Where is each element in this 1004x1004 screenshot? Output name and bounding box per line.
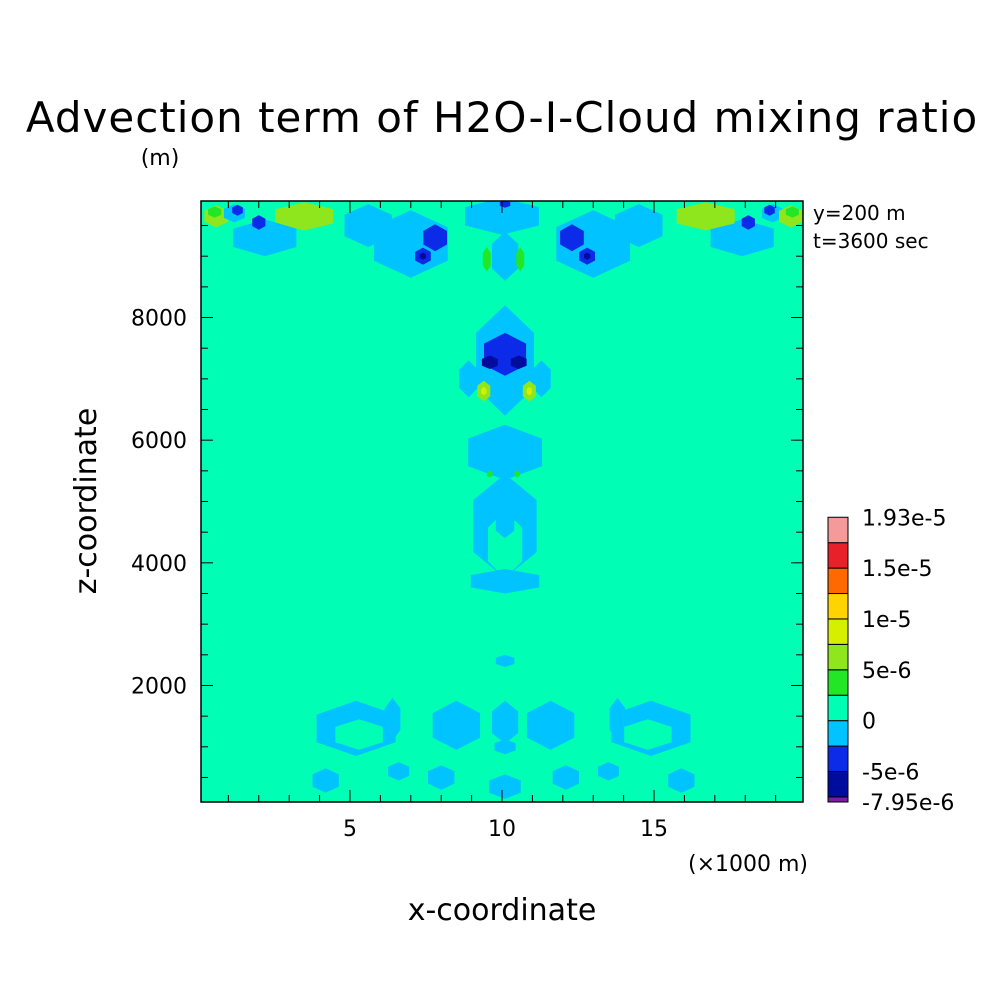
- colorbar-label: 5e-6: [862, 659, 911, 684]
- x-tick-label: 15: [640, 817, 668, 842]
- contour-region: [275, 202, 334, 231]
- y-axis-unit: (m): [141, 146, 180, 171]
- contour-region: [560, 224, 584, 252]
- colorbar-label: 1e-5: [862, 608, 911, 633]
- colorbar-swatch: [827, 669, 849, 696]
- contour-region: [491, 700, 519, 744]
- contour-region: [252, 215, 266, 230]
- contour-region: [312, 768, 339, 793]
- colorbar-swatch: [827, 618, 849, 645]
- contour-region: [494, 739, 516, 755]
- contour-region: [384, 697, 401, 741]
- contour-region: [668, 768, 695, 793]
- contour-region: [764, 204, 775, 216]
- contour-region: [470, 569, 540, 594]
- contour-region: [459, 360, 478, 398]
- contour-field: [201, 201, 803, 802]
- contour-region: [552, 765, 579, 790]
- colorbar-swatch: [827, 542, 849, 569]
- y-tick-label: 8000: [131, 307, 187, 332]
- contour-region: [495, 654, 515, 668]
- colorbar-label: -7.95e-6: [862, 791, 954, 816]
- contour-region: [491, 231, 519, 281]
- contour-region: [532, 360, 551, 398]
- contour-region: [388, 762, 410, 781]
- colorbar-swatch: [827, 593, 849, 620]
- colorbar-swatch: [827, 770, 849, 798]
- colorbar-label: -5e-6: [862, 760, 919, 785]
- colorbar-swatch: [827, 643, 849, 671]
- contour-region: [785, 206, 799, 218]
- contour-region: [526, 386, 532, 396]
- colorbar-swatch: [827, 796, 849, 803]
- contour-region: [232, 204, 243, 216]
- contour-region: [432, 700, 481, 750]
- y-axis-label: z-coordinate: [69, 408, 104, 595]
- contour-region: [584, 252, 591, 260]
- contour-region: [482, 247, 491, 272]
- contour-region: [676, 202, 735, 231]
- colorbar-label: 1.5e-5: [862, 557, 932, 582]
- contour-region: [741, 215, 755, 230]
- colorbar-swatch: [827, 745, 849, 772]
- contour-region: [468, 424, 542, 480]
- colorbar-swatch: [827, 567, 849, 595]
- colorbar-swatch: [827, 516, 849, 544]
- annotation-y-position: y=200 m: [813, 201, 906, 225]
- annotation-time: t=3600 sec: [813, 229, 929, 253]
- contour-region: [487, 470, 493, 478]
- x-axis-label: x-coordinate: [408, 893, 597, 928]
- contour-region: [233, 219, 297, 257]
- contour-region: [516, 247, 525, 272]
- contour-region: [597, 762, 619, 781]
- colorbar-swatch: [827, 720, 849, 747]
- colorbar: 1.93e-5 1.5e-5 1e-5 5e-6 0 -5e-6 -7.95e-6: [827, 506, 954, 816]
- contour-region: [495, 507, 515, 539]
- axes: 5 10 15 2000 4000 6000 8000: [131, 200, 804, 842]
- contour-region: [624, 719, 672, 750]
- contour-region: [208, 206, 222, 218]
- colorbar-label: 1.93e-5: [862, 506, 946, 531]
- y-tick-label: 6000: [131, 429, 187, 454]
- y-tick-label: 4000: [131, 552, 187, 577]
- y-tick-label: 2000: [131, 674, 187, 699]
- contour-region: [419, 252, 427, 260]
- contour-region: [481, 355, 498, 369]
- x-tick-label: 5: [343, 817, 357, 842]
- contour-region: [335, 719, 383, 750]
- x-axis-unit: (×1000 m): [688, 852, 808, 877]
- contour-region: [514, 470, 520, 478]
- contour-region: [710, 219, 774, 257]
- x-tick-label: 10: [488, 817, 516, 842]
- colorbar-label: 0: [862, 710, 876, 735]
- contour-region: [465, 201, 539, 235]
- contour-region: [423, 224, 447, 252]
- contour-region: [615, 204, 663, 247]
- contour-region: [489, 774, 521, 799]
- contour-region: [428, 765, 455, 790]
- contour-region: [526, 700, 575, 750]
- contour-region: [481, 386, 487, 396]
- contour-region: [510, 355, 527, 369]
- chart-title: Advection term of H2O-I-Cloud mixing rat…: [26, 93, 978, 142]
- colorbar-swatch: [827, 694, 849, 722]
